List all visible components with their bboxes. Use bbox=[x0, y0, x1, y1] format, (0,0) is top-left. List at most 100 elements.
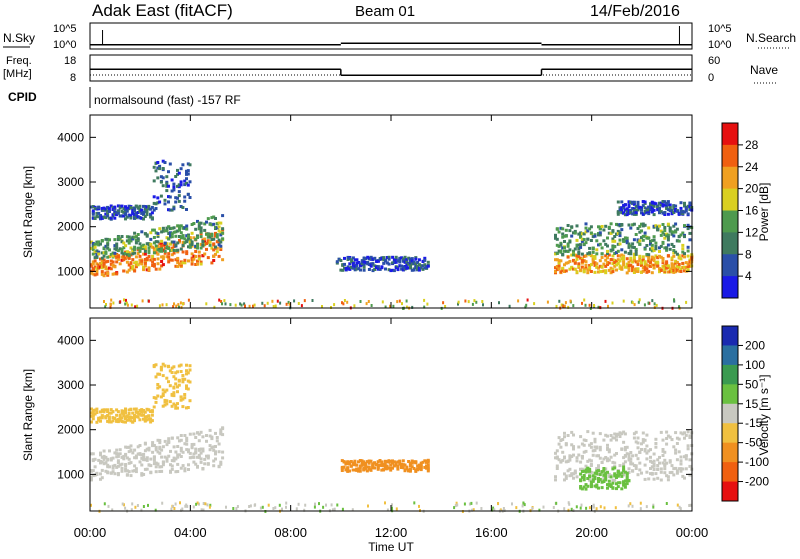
data-cell bbox=[360, 259, 364, 263]
data-cell bbox=[661, 261, 665, 265]
data-cell bbox=[353, 468, 357, 472]
data-cell bbox=[170, 436, 174, 440]
data-cell bbox=[199, 246, 203, 250]
data-cell bbox=[129, 239, 133, 243]
data-cell bbox=[640, 208, 643, 212]
data-cell bbox=[97, 243, 101, 247]
velocity-colorbar-label: Velocity [m s⁻¹] bbox=[757, 374, 771, 455]
data-cell bbox=[272, 305, 275, 308]
colorbar-tick-label: 15 bbox=[745, 397, 759, 411]
data-cell bbox=[674, 222, 678, 226]
data-cell bbox=[346, 462, 350, 466]
data-cell bbox=[118, 463, 122, 467]
data-cell bbox=[161, 501, 164, 505]
data-cell bbox=[99, 416, 102, 420]
data-cell bbox=[584, 483, 588, 487]
data-cell bbox=[620, 471, 624, 475]
data-cell bbox=[387, 262, 391, 266]
data-cell bbox=[134, 238, 138, 242]
data-cell bbox=[679, 455, 683, 459]
data-cell bbox=[491, 508, 494, 512]
data-cell bbox=[623, 236, 627, 240]
data-cell bbox=[410, 259, 414, 263]
data-cell bbox=[91, 408, 95, 412]
data-cell bbox=[688, 434, 692, 438]
data-cell bbox=[629, 457, 633, 461]
data-cell bbox=[175, 304, 178, 308]
data-cell bbox=[170, 366, 174, 370]
data-cell bbox=[116, 473, 120, 477]
data-cell bbox=[586, 268, 590, 272]
data-cell bbox=[124, 410, 127, 414]
data-cell bbox=[666, 478, 670, 482]
data-cell bbox=[383, 462, 387, 466]
data-cell bbox=[579, 435, 583, 439]
data-cell bbox=[582, 485, 586, 489]
data-cell bbox=[124, 506, 127, 510]
data-cell bbox=[190, 243, 194, 246]
data-cell bbox=[129, 261, 133, 265]
data-cell bbox=[618, 464, 622, 468]
data-cell bbox=[659, 203, 663, 207]
data-cell bbox=[645, 267, 649, 271]
data-cell bbox=[586, 466, 590, 470]
y-tick-label: 4000 bbox=[57, 333, 84, 347]
data-cell bbox=[176, 196, 179, 200]
data-cell bbox=[187, 463, 190, 467]
data-cell bbox=[106, 214, 110, 218]
data-cell bbox=[656, 260, 660, 264]
data-cell bbox=[677, 450, 681, 454]
data-cell bbox=[622, 263, 626, 267]
data-cell bbox=[582, 438, 586, 442]
data-cell bbox=[640, 263, 643, 267]
data-cell bbox=[661, 461, 665, 465]
data-cell bbox=[174, 382, 178, 386]
colorbar-segment bbox=[722, 254, 738, 277]
data-cell bbox=[199, 460, 203, 464]
data-cell bbox=[661, 257, 665, 260]
data-cell bbox=[217, 243, 221, 247]
data-cell bbox=[580, 503, 583, 507]
data-cell bbox=[629, 462, 633, 466]
data-cell bbox=[563, 263, 566, 267]
data-cell bbox=[104, 461, 108, 465]
data-cell bbox=[577, 255, 581, 259]
data-cell bbox=[606, 457, 609, 461]
data-cell bbox=[134, 241, 138, 245]
data-cell bbox=[181, 405, 185, 409]
data-cell bbox=[113, 212, 117, 216]
data-cell bbox=[622, 239, 626, 243]
data-cell bbox=[229, 303, 232, 307]
data-cell bbox=[678, 305, 680, 309]
data-cell bbox=[677, 212, 681, 216]
data-cell bbox=[613, 258, 617, 262]
data-cell bbox=[683, 201, 686, 205]
data-cell bbox=[91, 417, 95, 421]
data-cell bbox=[181, 240, 185, 244]
data-cell bbox=[168, 369, 172, 373]
data-cell bbox=[99, 459, 102, 463]
data-cell bbox=[673, 298, 675, 302]
data-cell bbox=[475, 501, 478, 505]
data-cell bbox=[263, 304, 266, 308]
data-cell bbox=[683, 269, 686, 273]
data-cell bbox=[521, 504, 524, 508]
y-tick-label: 1000 bbox=[57, 467, 84, 481]
data-cell bbox=[199, 235, 203, 239]
data-cell bbox=[616, 210, 620, 214]
data-cell bbox=[562, 304, 565, 308]
data-cell bbox=[665, 262, 669, 266]
data-cell bbox=[172, 245, 176, 249]
data-cell bbox=[641, 224, 645, 228]
nave-tick-bottom: 0 bbox=[708, 72, 714, 84]
data-cell bbox=[266, 301, 269, 305]
data-cell bbox=[613, 472, 617, 476]
data-cell bbox=[187, 468, 190, 471]
data-cell bbox=[205, 434, 208, 437]
data-cell bbox=[108, 266, 111, 270]
data-cell bbox=[623, 239, 627, 243]
data-cell bbox=[686, 254, 690, 258]
data-cell bbox=[663, 211, 667, 215]
data-cell bbox=[140, 508, 143, 512]
data-cell bbox=[665, 442, 669, 446]
